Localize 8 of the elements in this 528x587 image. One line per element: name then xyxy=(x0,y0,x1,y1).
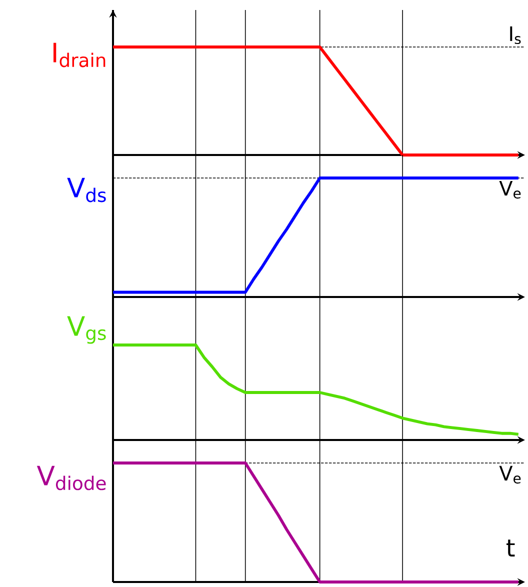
y-axis-title: V$_{gs}$ xyxy=(67,316,106,344)
y-axis-title: V$_{ds}$ xyxy=(67,178,106,202)
ref-line-label: I$_{s}$ xyxy=(510,26,521,44)
ref-line-label: V$_{e}$ xyxy=(499,180,521,199)
x-axis-title: t xyxy=(506,540,515,556)
y-axis-title: I$_{drain}$ xyxy=(54,42,106,68)
ref-line-label: V$_{e}$ xyxy=(499,466,521,484)
y-axis-title: V$_{diode}$ xyxy=(36,466,106,490)
